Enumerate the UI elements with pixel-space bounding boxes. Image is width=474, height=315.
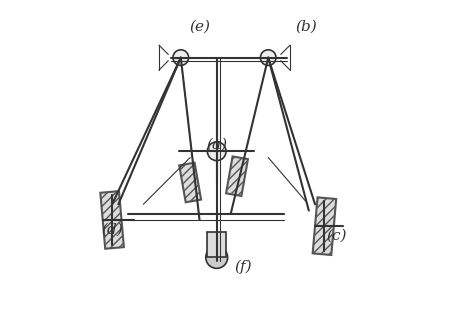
Circle shape — [207, 142, 226, 161]
Text: (e): (e) — [189, 19, 210, 33]
Text: (d): (d) — [101, 222, 123, 236]
Bar — [226, 157, 248, 196]
Bar — [100, 191, 124, 249]
Bar — [207, 232, 226, 257]
Circle shape — [206, 246, 228, 268]
Bar — [179, 163, 201, 202]
Text: (f): (f) — [235, 260, 252, 274]
Text: (b): (b) — [295, 19, 317, 33]
Text: (a): (a) — [206, 138, 227, 152]
Bar — [313, 198, 336, 255]
Circle shape — [173, 50, 189, 66]
Text: (c): (c) — [327, 229, 347, 243]
Circle shape — [260, 50, 276, 66]
